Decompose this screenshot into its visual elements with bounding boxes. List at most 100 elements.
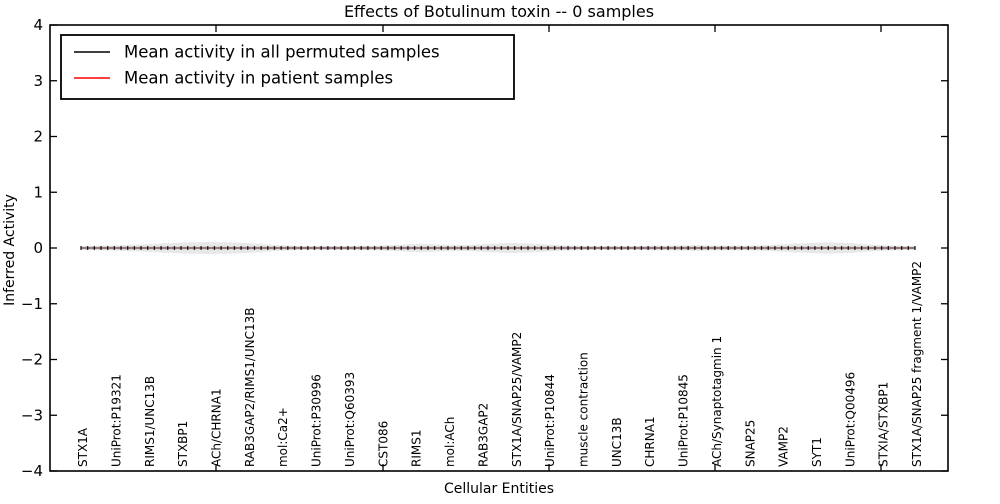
data-point-marker [327,246,328,250]
data-point-marker [474,246,475,250]
data-point-marker [814,246,815,250]
data-point-marker [281,246,282,250]
data-point-marker [354,246,355,250]
y-tick-label: −3 [21,406,43,424]
x-category-label: STX1A/SNAP25/VAMP2 [510,332,524,467]
data-point-marker [234,246,235,250]
y-axis-title: Inferred Activity [2,194,18,306]
data-point-marker [260,246,261,250]
data-point-marker [341,246,342,250]
data-point-marker [741,246,742,250]
data-point-marker [567,246,568,250]
data-point-marker [381,246,382,250]
data-point-marker [374,246,375,250]
legend: Mean activity in all permuted samples Me… [61,35,514,99]
data-point-marker [301,246,302,250]
chart-canvas: 43210−1−2−3−4 STX1AUniProt:P19321RIMS1/U… [0,0,1000,500]
data-point-marker [387,246,388,250]
x-category-label: CHRNA1 [643,416,657,467]
data-point-marker [781,246,782,250]
data-point-marker [581,246,582,250]
data-point-marker [227,246,228,250]
data-point-marker [754,246,755,250]
data-point-marker [854,246,855,250]
x-category-label: RIMS1 [410,430,424,467]
data-point-marker [621,246,622,250]
chart-title: Effects of Botulinum toxin -- 0 samples [344,2,654,21]
data-point-marker [134,246,135,250]
data-point-marker [521,246,522,250]
data-point-marker [574,246,575,250]
data-point-marker [841,246,842,250]
y-tick-label: 4 [33,16,43,34]
data-point-marker [107,246,108,250]
data-point-marker [547,246,548,250]
data-point-marker [140,246,141,250]
data-point-marker [240,246,241,250]
data-point-marker [194,246,195,250]
data-point-marker [748,246,749,250]
x-category-label: UniProt:P19321 [109,374,123,467]
data-point-marker [661,246,662,250]
data-point-marker [694,246,695,250]
x-category-label: muscle contraction [576,352,590,467]
legend-label-permuted: Mean activity in all permuted samples [124,43,440,62]
data-point-marker [881,246,882,250]
data-point-marker [774,246,775,250]
data-point-marker [554,246,555,250]
data-point-marker [654,246,655,250]
x-category-label: STXIA/STXBP1 [877,382,891,467]
data-point-marker [681,246,682,250]
data-point-marker [868,246,869,250]
y-tick-label: −2 [21,351,43,369]
data-point-marker [407,246,408,250]
x-category-label: VAMP2 [777,426,791,467]
data-point-marker [461,246,462,250]
data-point-marker [861,246,862,250]
data-point-marker [507,246,508,250]
x-category-label: UniProt:Q00496 [843,372,857,467]
x-category-label: UniProt:P10845 [677,374,691,467]
data-point-marker [401,246,402,250]
x-category-label: mol:ACh [443,417,457,467]
data-point-marker [294,246,295,250]
data-point-marker [701,246,702,250]
data-point-marker [247,246,248,250]
data-point-marker [761,246,762,250]
data-point-marker [788,246,789,250]
x-category-label: STXBP1 [176,421,190,467]
data-point-marker [441,246,442,250]
data-point-marker [561,246,562,250]
data-point-marker [674,246,675,250]
data-point-marker [321,246,322,250]
x-category-label: STX1A/SNAP25 fragment 1/VAMP2 [910,261,924,467]
data-point-marker [734,246,735,250]
data-point-marker [454,246,455,250]
y-tick-label: 1 [33,183,43,201]
figure: 43210−1−2−3−4 STX1AUniProt:P19321RIMS1/U… [0,0,1000,500]
data-point-marker [147,246,148,250]
data-point-marker [254,246,255,250]
data-point-marker [828,246,829,250]
data-point-marker [914,246,915,250]
data-point-marker [160,246,161,250]
x-category-label: UniProt:P30996 [310,374,324,467]
data-point-marker [187,246,188,250]
data-point-marker [274,246,275,250]
data-point-marker [587,246,588,250]
x-category-label: SNAP25 [743,420,757,467]
x-category-label: ACh/Synaptotagmin 1 [710,336,724,467]
x-category-label: RIMS1/UNC13B [143,376,157,467]
data-point-marker [427,246,428,250]
data-point-marker [167,246,168,250]
data-point-marker [641,246,642,250]
data-point-marker [708,246,709,250]
x-category-label: mol:Ca2+ [276,407,290,467]
data-point-marker [821,246,822,250]
data-point-marker [801,246,802,250]
data-point-marker [80,246,81,250]
data-point-marker [728,246,729,250]
data-point-marker [414,246,415,250]
data-point-marker [794,246,795,250]
data-point-marker [361,246,362,250]
